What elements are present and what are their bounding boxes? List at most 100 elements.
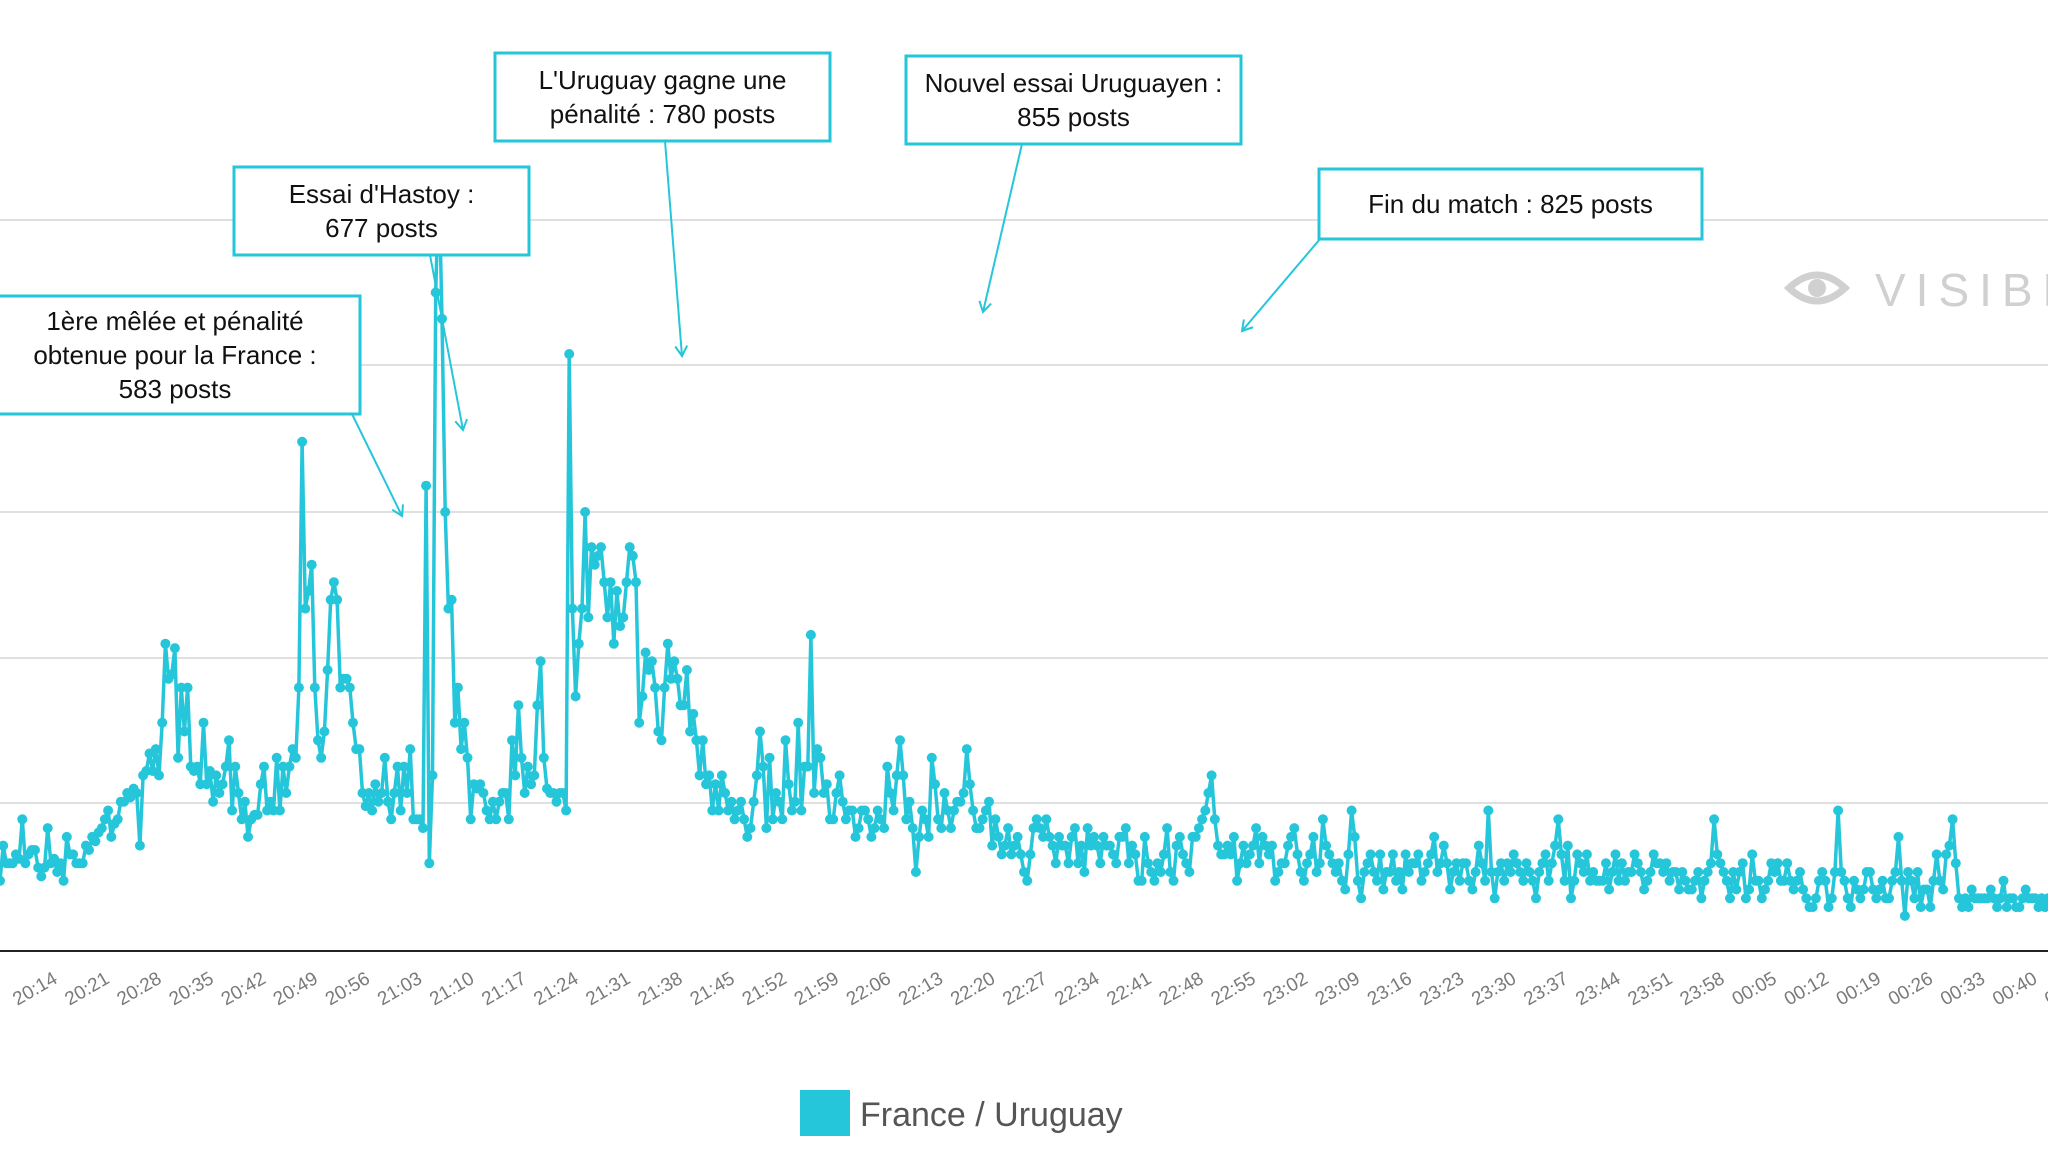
data-point xyxy=(1397,884,1408,895)
data-point xyxy=(1747,849,1758,860)
data-point xyxy=(939,788,950,798)
data-point xyxy=(1642,875,1653,886)
data-point xyxy=(646,656,657,667)
data-point xyxy=(723,805,734,816)
x-tick-label: 00:33 xyxy=(1937,968,1989,1010)
data-point xyxy=(363,788,374,798)
data-point xyxy=(1213,840,1223,851)
data-point xyxy=(427,770,438,781)
data-point xyxy=(1054,831,1064,842)
data-point xyxy=(52,867,63,877)
data-point xyxy=(933,814,944,825)
data-point xyxy=(1550,840,1561,851)
data-point xyxy=(745,823,756,834)
data-point xyxy=(1146,867,1157,877)
data-point xyxy=(1422,858,1433,869)
data-point xyxy=(1680,875,1691,886)
x-tick-label: 21:24 xyxy=(530,968,582,1010)
data-point xyxy=(831,788,842,798)
data-point xyxy=(771,788,781,798)
data-point xyxy=(84,845,94,855)
data-point xyxy=(1041,814,1052,825)
data-point xyxy=(319,726,330,737)
data-point xyxy=(1705,858,1716,869)
data-point xyxy=(287,744,298,755)
data-point xyxy=(1820,875,1831,886)
data-point xyxy=(1763,875,1774,886)
data-point xyxy=(58,875,69,886)
data-point xyxy=(1938,884,1949,895)
data-point xyxy=(672,673,683,684)
data-point xyxy=(1527,875,1538,886)
data-point xyxy=(1581,849,1592,860)
data-point xyxy=(850,831,861,842)
data-point xyxy=(1661,858,1672,869)
data-point xyxy=(621,577,632,588)
data-point xyxy=(1305,849,1316,860)
data-point xyxy=(255,779,266,790)
data-point xyxy=(694,770,705,781)
annotation-arrowhead xyxy=(1240,319,1254,333)
data-point xyxy=(1232,875,1243,886)
data-point xyxy=(758,761,769,772)
data-point xyxy=(984,796,994,807)
data-point xyxy=(786,805,797,816)
annotation-arrowhead xyxy=(454,418,468,432)
data-point xyxy=(1263,849,1274,860)
watermark-text: VISIBR xyxy=(1875,264,2048,316)
data-point xyxy=(1286,831,1297,842)
data-point xyxy=(1162,823,1173,834)
x-tick-label: 00:26 xyxy=(1885,968,1937,1010)
data-point xyxy=(513,700,524,711)
data-point xyxy=(926,752,937,763)
data-point xyxy=(1426,849,1437,860)
data-point xyxy=(678,700,689,711)
data-point xyxy=(1801,893,1812,904)
data-point xyxy=(1489,893,1500,904)
data-point xyxy=(1575,858,1586,869)
data-point xyxy=(1524,867,1535,877)
data-point xyxy=(1346,805,1357,816)
data-point xyxy=(465,814,476,825)
data-point xyxy=(720,788,731,798)
data-point xyxy=(1448,867,1459,877)
data-point xyxy=(1884,893,1894,904)
data-point xyxy=(1476,858,1487,869)
data-point xyxy=(586,542,597,553)
x-tick-label: 21:10 xyxy=(426,968,478,1010)
data-point xyxy=(1031,814,1042,825)
data-point xyxy=(103,805,114,816)
data-point xyxy=(332,594,343,605)
data-point xyxy=(1947,814,1958,825)
data-point xyxy=(1438,840,1449,851)
data-point xyxy=(1521,858,1532,869)
data-point xyxy=(1788,884,1799,895)
data-point xyxy=(751,770,762,781)
data-point xyxy=(1607,867,1618,877)
data-point xyxy=(999,840,1010,851)
data-point xyxy=(198,717,209,728)
data-point xyxy=(589,559,600,570)
data-point xyxy=(1941,849,1952,860)
data-point xyxy=(99,814,110,825)
data-point xyxy=(2014,902,2025,913)
data-point xyxy=(611,586,622,596)
data-point xyxy=(1597,875,1608,886)
data-point xyxy=(1359,867,1370,877)
data-point xyxy=(624,542,635,553)
data-point xyxy=(627,550,638,561)
data-point xyxy=(166,669,177,680)
data-point xyxy=(1906,875,1917,886)
data-point xyxy=(643,665,654,675)
data-point xyxy=(1744,884,1755,895)
data-point xyxy=(532,700,543,711)
data-point xyxy=(1006,849,1017,860)
data-point xyxy=(1292,849,1303,860)
data-point xyxy=(1725,893,1735,904)
data-point xyxy=(615,621,626,632)
x-tick-label: 21:38 xyxy=(635,968,687,1010)
data-point xyxy=(1238,840,1249,851)
data-point xyxy=(1836,867,1847,877)
data-point xyxy=(605,577,616,588)
data-point xyxy=(1985,884,1996,895)
